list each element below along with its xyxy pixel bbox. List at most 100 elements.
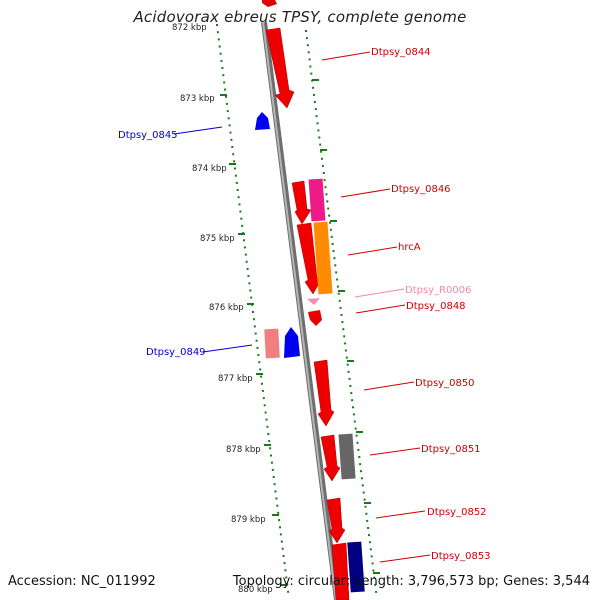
scale-dot [216, 24, 218, 26]
scale-major-tick [312, 79, 319, 81]
scale-dot [263, 404, 266, 407]
gene-features[interactable] [255, 0, 365, 600]
gene-arrow[interactable] [313, 359, 335, 427]
gene-bar[interactable] [264, 328, 280, 359]
scale-dot [370, 555, 373, 558]
scale-dot [328, 214, 331, 217]
gene-label[interactable]: Dtpsy_0848 [406, 301, 466, 312]
gene-arrow[interactable] [307, 298, 320, 305]
gene-arrow[interactable] [326, 497, 346, 544]
gene-label[interactable]: Dtpsy_R0006 [405, 285, 472, 296]
gene-label[interactable]: Dtpsy_0853 [431, 551, 491, 562]
gene-arrow[interactable] [255, 112, 270, 130]
gene-arrow[interactable] [296, 222, 322, 295]
scale-dot [360, 477, 363, 480]
scale-dot [317, 129, 320, 132]
scale-dot [249, 289, 252, 292]
scale-dot [310, 72, 313, 75]
scale-dot [257, 354, 260, 356]
scale-dot [286, 583, 289, 586]
gene-label[interactable]: Dtpsy_0845 [118, 130, 178, 141]
gene-label[interactable]: Dtpsy_0852 [427, 507, 487, 518]
scale-dot [362, 491, 365, 494]
scale-dot [240, 217, 243, 220]
scale-dot [327, 207, 330, 210]
gene-arrow[interactable] [291, 180, 312, 225]
scale-dot [373, 576, 376, 579]
scale-dot [239, 210, 242, 213]
scale-dot [346, 363, 349, 366]
gene-arrow[interactable] [262, 0, 277, 7]
scale-dot [243, 239, 245, 242]
scale-dot [219, 52, 222, 55]
scale-dot [324, 186, 327, 189]
gene-label[interactable]: Dtpsy_0849 [146, 347, 206, 358]
kbp-label: 875 kbp [200, 234, 235, 244]
scale-dot [321, 164, 324, 167]
scale-dot [344, 342, 347, 345]
gene-labels[interactable]: Dtpsy_0844 Dtpsy_0845 Dtpsy_0846 hrcA Dt… [118, 47, 491, 562]
scale-dot [234, 174, 237, 177]
scale-dot [351, 399, 354, 402]
scale-dot [233, 160, 236, 163]
scale-dot [266, 425, 269, 428]
gene-bar[interactable] [313, 221, 333, 295]
gene-arrow[interactable] [308, 310, 322, 326]
scale-dot [305, 30, 307, 32]
scale-dot [331, 243, 334, 245]
scale-dot [225, 102, 228, 105]
scale-major-tick [338, 290, 345, 292]
scale-dot [231, 146, 234, 148]
gene-arrow[interactable] [331, 542, 350, 600]
kbp-label: 873 kbp [180, 94, 215, 104]
scale-dot [372, 569, 375, 572]
left-scale-dots [216, 24, 290, 593]
scale-dot [222, 74, 225, 77]
scale-dot [243, 246, 246, 249]
scale-dot [278, 519, 281, 522]
scale-dot [261, 389, 264, 392]
scale-dot [365, 512, 368, 515]
scale-dot [274, 490, 277, 493]
gene-bar[interactable] [308, 178, 326, 222]
scale-dot [253, 325, 256, 328]
scale-dot [248, 282, 251, 285]
scale-dot [335, 271, 338, 274]
scale-dot [284, 569, 287, 572]
scale-dot [360, 470, 362, 473]
scale-dot [308, 58, 311, 61]
scale-dot [217, 38, 220, 41]
gene-arrow[interactable] [320, 434, 341, 482]
scale-major-tick [238, 233, 245, 235]
scale-dot [313, 101, 316, 103]
scale-dot [265, 418, 268, 421]
scale-dot [349, 385, 352, 387]
scale-dot [261, 382, 263, 385]
gene-label[interactable]: Dtpsy_0844 [371, 47, 431, 58]
gene-label[interactable]: hrcA [398, 242, 421, 253]
scale-dot [329, 228, 332, 231]
gene-label[interactable]: Dtpsy_0850 [415, 378, 475, 389]
scale-major-tick [330, 220, 337, 222]
scale-dot [313, 93, 315, 96]
scale-dot [316, 122, 319, 125]
scale-dot [225, 95, 227, 98]
scale-dot [307, 51, 310, 54]
scale-dot [354, 427, 357, 430]
scale-dot [228, 124, 231, 127]
scale-dot [280, 540, 283, 543]
scale-major-tick [229, 163, 236, 165]
gene-arrow[interactable] [265, 27, 295, 109]
gene-label[interactable]: Dtpsy_0846 [391, 184, 451, 195]
scale-dot [258, 361, 261, 364]
scale-dot [336, 278, 339, 281]
gene-bar[interactable] [338, 433, 356, 480]
scale-dot [244, 253, 247, 256]
scale-dot [282, 555, 285, 557]
scale-dot [315, 115, 318, 118]
scale-dot [268, 440, 271, 443]
gene-bar[interactable] [347, 541, 365, 593]
gene-label[interactable]: Dtpsy_0851 [421, 444, 481, 455]
gene-arrow[interactable] [284, 327, 300, 358]
